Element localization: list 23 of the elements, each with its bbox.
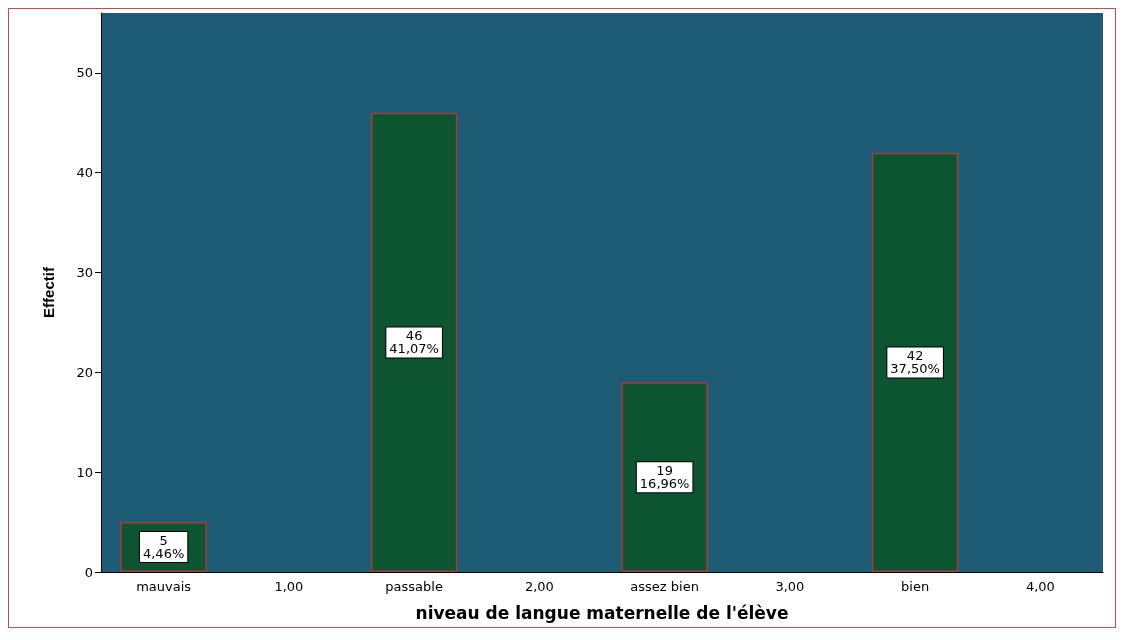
data-label: 5 4,46% bbox=[142, 533, 185, 562]
y-tick-label: 30 bbox=[76, 265, 93, 281]
x-tick-label: passable bbox=[385, 579, 443, 594]
x-tick-label: 4,00 bbox=[1025, 579, 1055, 594]
y-tick-label: 50 bbox=[76, 65, 93, 81]
data-label: 46 41,07% bbox=[389, 328, 439, 357]
bar bbox=[370, 112, 458, 572]
bar bbox=[621, 382, 708, 572]
y-tick-label: 10 bbox=[76, 464, 93, 480]
y-axis-title: Effectif bbox=[40, 266, 57, 318]
data-label: 19 16,96% bbox=[639, 463, 690, 492]
x-tick-label: 1,00 bbox=[274, 579, 304, 594]
x-axis-title: niveau de langue maternelle de l'élève bbox=[415, 602, 789, 623]
x-tick-label: 3,00 bbox=[775, 579, 805, 594]
x-tick-label: 2,00 bbox=[524, 579, 554, 594]
bar bbox=[871, 152, 959, 572]
x-tick-label: assez bien bbox=[630, 579, 699, 594]
y-tick-label: 40 bbox=[76, 165, 93, 181]
y-tick-label: 20 bbox=[76, 364, 93, 380]
data-label: 42 37,50% bbox=[890, 348, 940, 377]
x-tick-label: bien bbox=[901, 579, 930, 594]
x-tick-label: mauvais bbox=[136, 579, 192, 594]
y-tick-label: 0 bbox=[84, 564, 93, 580]
